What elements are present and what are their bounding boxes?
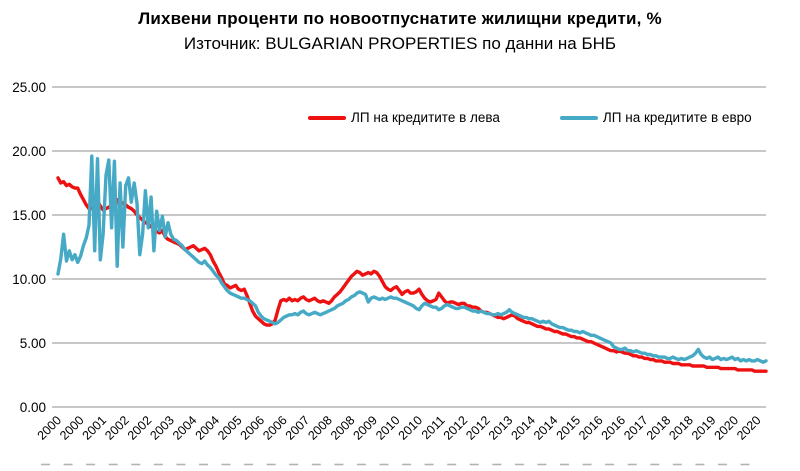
- x-tick-label: 2016: [576, 413, 606, 443]
- x-tick-label: 2008: [328, 413, 358, 443]
- x-tick-label: 2015: [554, 413, 584, 443]
- legend-label-euro: ЛП на кредитите в евро: [602, 110, 752, 125]
- x-tick-label: 2010: [373, 413, 403, 443]
- x-tick-label: 2017: [621, 413, 651, 443]
- x-tick-label: 2004: [193, 413, 223, 443]
- legend: ЛП на кредитите в лева ЛП на кредитите в…: [308, 110, 752, 125]
- x-tick-label: 2007: [283, 413, 313, 443]
- x-tick-label: 2000: [35, 413, 65, 443]
- x-tick-label: 2000: [57, 413, 87, 443]
- x-tick-label: 2020: [712, 413, 742, 443]
- y-tick-label: 5.00: [20, 336, 46, 351]
- x-tick-label: 2014: [508, 413, 538, 443]
- y-tick-label: 20.00: [12, 144, 46, 159]
- x-tick-label: 2005: [215, 413, 245, 443]
- x-tick-label: 2003: [147, 413, 177, 443]
- x-tick-label: 2006: [260, 413, 290, 443]
- x-tick-label: 2014: [531, 413, 561, 443]
- legend-line-sample-leva-icon: [308, 115, 346, 120]
- x-tick-label: 2002: [102, 413, 132, 443]
- x-tick-label: 2006: [238, 413, 268, 443]
- x-tick-label: 2012: [463, 413, 493, 443]
- legend-item-euro: ЛП на кредитите в евро: [559, 110, 752, 125]
- y-tick-label: 15.00: [12, 208, 46, 223]
- x-tick-label: 2009: [350, 413, 380, 443]
- x-tick-label: 2001: [80, 413, 110, 443]
- x-tick-label: 2016: [599, 413, 629, 443]
- chart-subtitle: Източник: BULGARIAN PROPERTIES по данни …: [183, 34, 617, 53]
- x-tick-label: 2011: [419, 413, 448, 442]
- x-tick-label: 2002: [125, 413, 155, 443]
- x-tick-label: 2018: [644, 413, 674, 443]
- series-line-euro: [56, 154, 768, 364]
- x-tick-label: 2012: [441, 413, 471, 443]
- x-tick-label: 2008: [305, 413, 335, 443]
- y-tick-label: 25.00: [12, 80, 46, 95]
- x-tick-label: 2013: [486, 413, 516, 443]
- legend-item-leva: ЛП на кредитите в лева: [308, 110, 500, 125]
- x-tick-label: 2018: [666, 413, 696, 443]
- x-tick-label: 2019: [689, 413, 719, 443]
- x-tick-label: 2020: [734, 413, 764, 443]
- legend-label-leva: ЛП на кредитите в лева: [351, 110, 500, 125]
- x-tick-label: 2010: [396, 413, 426, 443]
- chart-title: Лихвени проценти по новоотпуснатите жили…: [138, 9, 662, 28]
- y-tick-label: 0.00: [20, 400, 46, 415]
- y-tick-label: 10.00: [12, 272, 46, 287]
- x-tick-label: 2004: [170, 413, 200, 443]
- series-line-leva: [56, 176, 768, 373]
- legend-line-sample-euro-icon: [559, 115, 598, 120]
